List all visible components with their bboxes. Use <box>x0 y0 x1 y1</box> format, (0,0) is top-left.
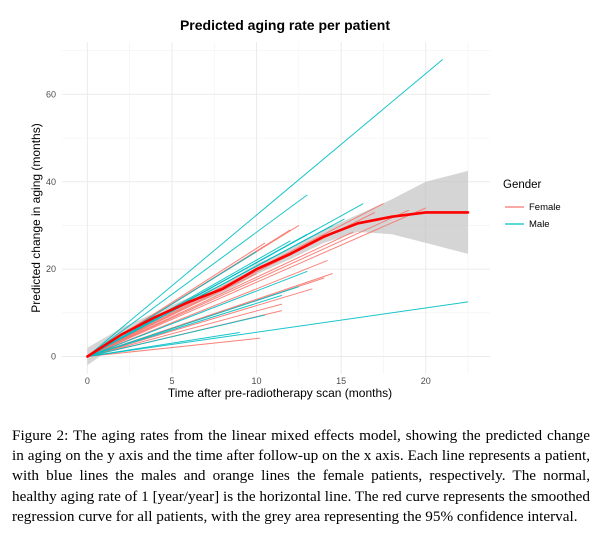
patient-line-male <box>87 59 443 357</box>
tick-labels: 0 5 10 15 20 0 20 40 60 <box>46 89 431 386</box>
patient-line-female <box>87 337 260 358</box>
legend: Gender Female Male <box>503 179 561 230</box>
patient-line-female <box>87 231 354 357</box>
x-tick-label: 15 <box>336 376 346 386</box>
patient-line-male <box>87 270 308 357</box>
x-tick-label: 0 <box>85 376 90 386</box>
x-tick-label: 5 <box>169 376 174 386</box>
x-tick-label: 20 <box>421 376 431 386</box>
figure-caption: Figure 2: The aging rates from the linea… <box>12 427 590 525</box>
patient-line-male <box>87 301 469 358</box>
legend-label-male: Male <box>529 219 550 230</box>
smooth-regression-curve <box>86 211 470 358</box>
y-tick-label: 0 <box>51 352 56 362</box>
patient-line-male <box>87 314 266 358</box>
chart: Predicted aging rate per patient 0 5 10 15 2… <box>29 17 561 400</box>
y-tick-label: 20 <box>46 264 56 274</box>
smooth-curve <box>86 211 470 358</box>
y-tick-label: 40 <box>46 177 56 187</box>
x-axis-title: Time after pre-radiotherapy scan (months… <box>168 386 392 400</box>
chart-title: Predicted aging rate per patient <box>180 17 390 33</box>
y-axis-title: Predicted change in aging (months) <box>29 123 43 312</box>
patient-line-male <box>87 194 308 357</box>
patient-line-female <box>87 303 283 358</box>
confidence-band <box>87 170 469 366</box>
patient-line-male <box>87 203 364 357</box>
legend-label-female: Female <box>529 202 561 213</box>
legend-title: Gender <box>503 179 542 191</box>
patient-line-male <box>87 286 299 358</box>
x-tick-label: 10 <box>252 376 262 386</box>
patient-line-female <box>87 207 426 357</box>
y-tick-label: 60 <box>46 89 56 99</box>
confidence-band-area <box>87 170 469 366</box>
patient-line-female <box>87 209 410 357</box>
patient-line-male <box>87 332 240 358</box>
patient-line-male <box>87 218 345 357</box>
